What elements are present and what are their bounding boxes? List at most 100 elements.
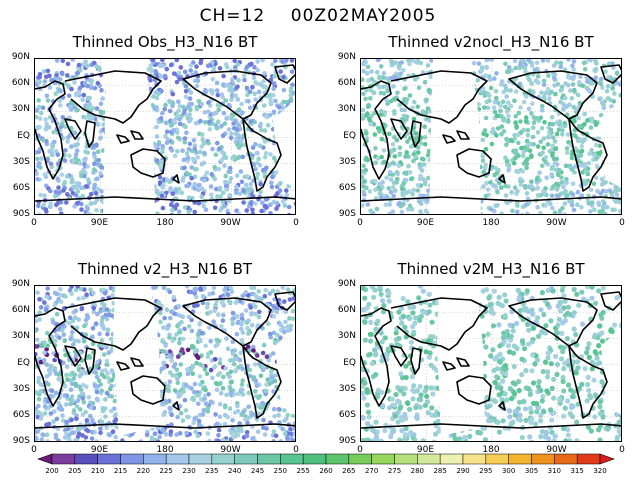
obs-dot xyxy=(515,209,520,214)
obs-dot xyxy=(73,152,79,157)
obs-dot xyxy=(154,158,160,163)
obs-dot xyxy=(503,183,508,189)
obs-dot xyxy=(521,127,527,133)
obs-dot xyxy=(262,154,268,160)
obs-dot xyxy=(236,211,241,214)
obs-dot xyxy=(83,435,89,440)
obs-dot xyxy=(35,430,38,435)
obs-dot xyxy=(217,401,223,407)
obs-dot xyxy=(193,429,198,435)
obs-dot xyxy=(207,126,213,132)
obs-dot xyxy=(237,357,243,363)
obs-dot xyxy=(537,170,542,175)
obs-dot xyxy=(563,163,569,169)
obs-dot xyxy=(204,170,210,176)
obs-dot xyxy=(389,149,394,155)
obs-dot xyxy=(367,351,373,357)
obs-dot xyxy=(218,391,224,396)
obs-dot xyxy=(409,206,415,212)
obs-dot xyxy=(596,202,602,208)
obs-dot xyxy=(177,103,182,109)
obs-dot xyxy=(52,290,58,296)
obs-dot xyxy=(66,436,72,441)
obs-dot xyxy=(105,362,110,367)
obs-dot xyxy=(58,103,63,108)
obs-dot xyxy=(492,379,498,386)
obs-dot xyxy=(95,359,100,365)
obs-dot xyxy=(552,353,559,359)
obs-dot xyxy=(243,290,249,295)
obs-dot xyxy=(387,131,392,137)
obs-dot xyxy=(515,189,520,194)
obs-dot xyxy=(524,165,529,171)
obs-dot xyxy=(162,315,167,321)
obs-dot xyxy=(56,376,61,382)
obs-dot xyxy=(552,210,558,214)
obs-dot xyxy=(407,315,413,322)
obs-dot xyxy=(381,302,387,309)
obs-dot xyxy=(268,202,273,207)
obs-dot xyxy=(211,68,217,73)
obs-dot xyxy=(239,382,245,387)
obs-dot xyxy=(554,181,559,187)
obs-dot xyxy=(271,439,276,441)
obs-dot xyxy=(508,88,513,93)
obs-dot xyxy=(369,360,375,366)
obs-dot xyxy=(56,372,62,377)
obs-dot xyxy=(482,437,489,441)
obs-dot xyxy=(192,416,197,421)
obs-dot xyxy=(392,154,398,159)
obs-dot xyxy=(594,355,600,361)
obs-dot xyxy=(230,310,236,316)
obs-dot xyxy=(148,63,154,68)
obs-dot xyxy=(54,416,60,422)
obs-dot xyxy=(224,187,230,192)
obs-dot xyxy=(95,186,101,192)
obs-dot xyxy=(365,409,372,415)
obs-dot xyxy=(234,173,240,178)
obs-dot xyxy=(54,59,60,63)
obs-dot xyxy=(550,143,555,149)
obs-dot xyxy=(365,202,371,207)
obs-dot xyxy=(418,392,424,398)
obs-dot xyxy=(274,309,280,315)
obs-dot xyxy=(600,286,606,291)
obs-dot xyxy=(499,124,505,129)
obs-dot xyxy=(182,69,188,75)
obs-dot xyxy=(478,88,483,94)
obs-dot xyxy=(413,154,418,160)
obs-dot xyxy=(560,132,565,137)
obs-dot xyxy=(84,184,89,189)
obs-dot xyxy=(177,431,183,436)
obs-dot xyxy=(223,62,229,67)
obs-dot xyxy=(35,108,40,113)
obs-dot xyxy=(67,153,72,159)
obs-dot xyxy=(294,313,295,316)
obs-dot xyxy=(499,132,504,137)
obs-dot xyxy=(483,162,488,168)
obs-dot xyxy=(381,91,387,96)
coastline xyxy=(498,174,506,184)
obs-dot xyxy=(567,438,573,441)
obs-dot xyxy=(259,127,264,133)
obs-dot xyxy=(503,61,508,67)
obs-dot xyxy=(600,209,605,214)
obs-dot xyxy=(55,152,61,157)
obs-dot xyxy=(369,113,374,119)
obs-dot xyxy=(35,171,40,176)
obs-dot xyxy=(60,59,66,64)
coastline xyxy=(84,120,96,148)
obs-dot xyxy=(288,96,294,102)
obs-dot xyxy=(91,305,97,311)
obs-dot xyxy=(372,178,378,184)
obs-dot xyxy=(587,89,593,94)
obs-dot xyxy=(422,124,427,129)
obs-dot xyxy=(547,121,553,127)
coastline xyxy=(64,118,82,140)
obs-dot xyxy=(90,334,95,340)
obs-dot xyxy=(199,101,205,107)
obs-dot xyxy=(285,436,290,441)
obs-dot xyxy=(418,313,424,319)
obs-dot xyxy=(588,209,593,214)
obs-dot xyxy=(495,126,501,131)
